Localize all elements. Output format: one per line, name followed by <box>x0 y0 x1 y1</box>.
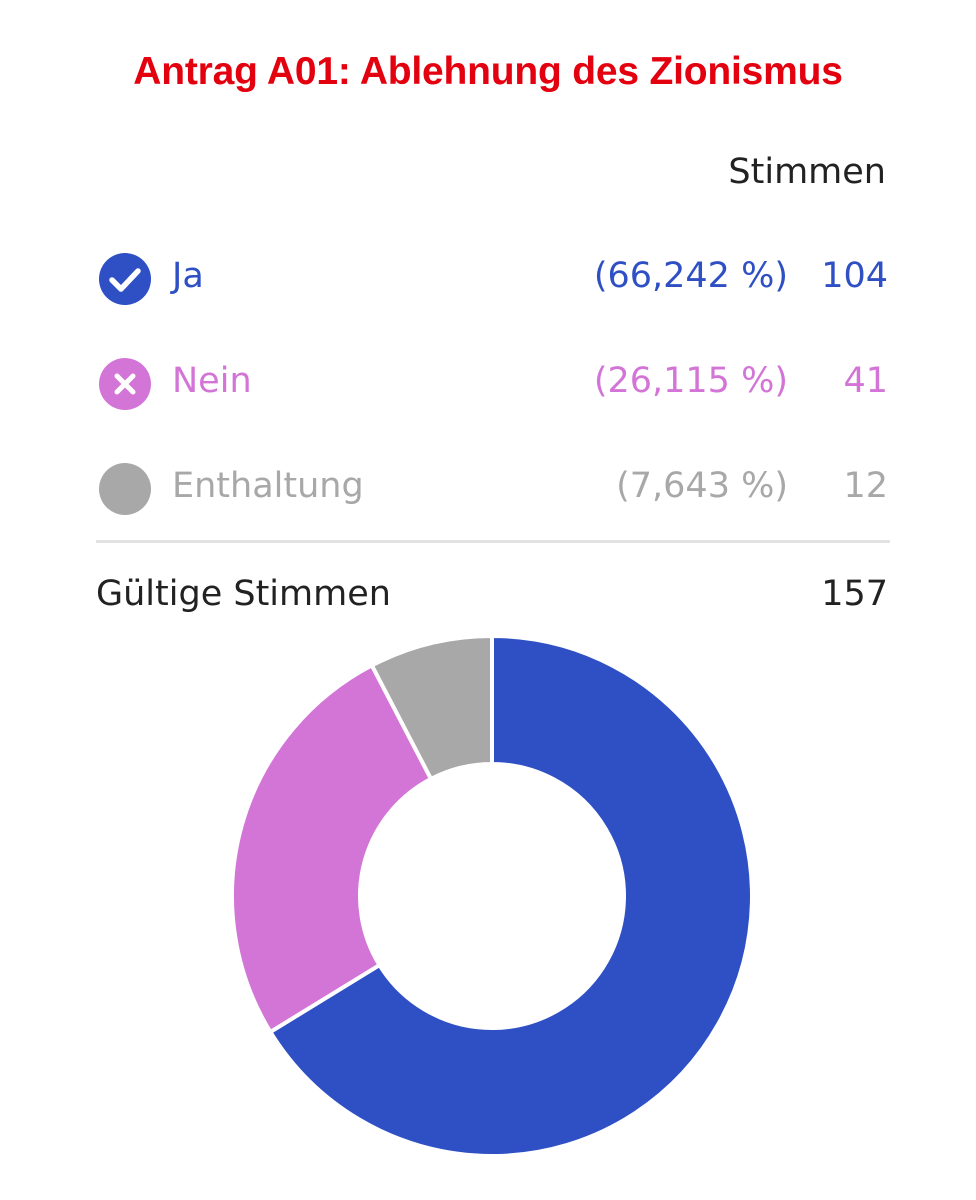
donut-segment-nein <box>230 663 434 1034</box>
valid-votes-label: Gültige Stimmen <box>96 574 391 614</box>
vote-percentage: (7,643 %) <box>616 466 788 506</box>
poll-title: Antrag A01: Ablehnung des Zionismus <box>133 50 843 93</box>
donut-segment-enthaltung <box>369 634 494 781</box>
vote-count: 12 <box>843 466 888 506</box>
vote-option-label: Nein <box>172 361 252 401</box>
cross-circle-icon <box>98 357 152 411</box>
vote-row-abstain: Enthaltung (7,643 %) 12 <box>98 460 888 516</box>
donut-chart <box>230 634 754 1158</box>
vote-count: 104 <box>821 256 888 296</box>
vote-option-label: Ja <box>172 256 204 296</box>
vote-count: 41 <box>843 361 888 401</box>
vote-option-label: Enthaltung <box>172 466 364 506</box>
valid-votes-value: 157 <box>821 574 888 614</box>
vote-percentage: (66,242 %) <box>593 256 788 296</box>
vote-percentage: (26,115 %) <box>593 361 788 401</box>
divider <box>96 540 890 543</box>
vote-row-no: Nein (26,115 %) 41 <box>98 355 888 411</box>
check-circle-icon <box>98 252 152 306</box>
votes-column-header: Stimmen <box>728 152 886 192</box>
circle-icon <box>98 462 152 516</box>
vote-row-yes: Ja (66,242 %) 104 <box>98 250 888 306</box>
donut-segment-ja <box>268 634 754 1158</box>
